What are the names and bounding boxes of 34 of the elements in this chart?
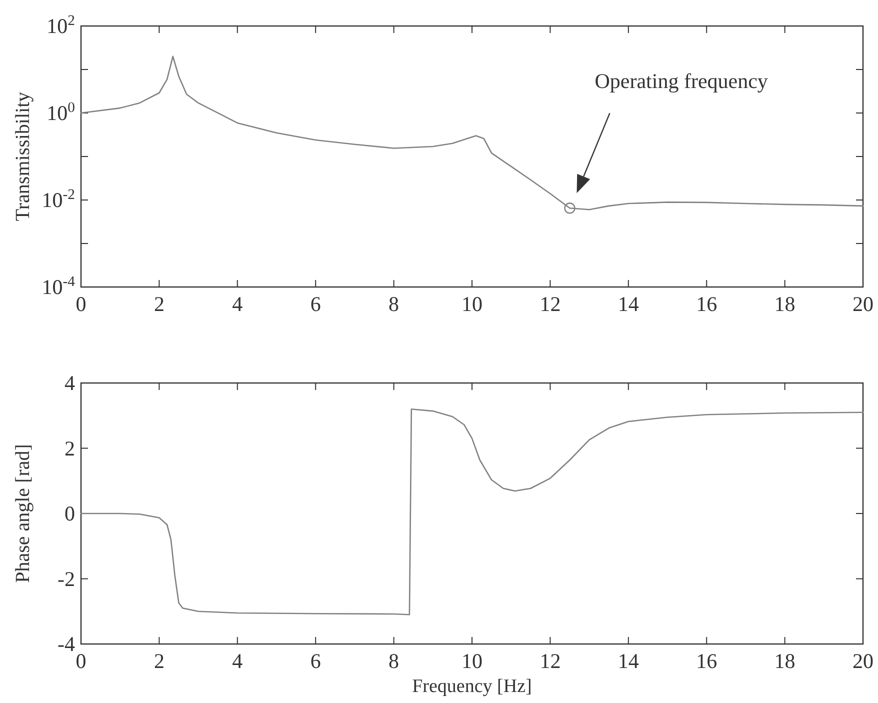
x-tick-label: 14 <box>618 649 640 673</box>
y-tick-label: 0 <box>64 502 75 526</box>
x-tick-label: 18 <box>774 649 796 673</box>
y-tick-label: 2 <box>64 436 75 460</box>
x-tick-label: 2 <box>154 292 164 316</box>
x-tick-label: 14 <box>618 292 640 316</box>
x-tick-label: 20 <box>852 292 874 316</box>
y-tick-label: 10$^{2}$ <box>46 13 75 38</box>
x-tick-label: 4 <box>232 649 244 673</box>
x-tick-label: 16 <box>696 292 718 316</box>
x-tick-label: 20 <box>852 649 874 673</box>
x-tick-label: 8 <box>388 292 400 316</box>
x-tick-label: 12 <box>540 649 561 673</box>
annotation: Operating frequency <box>594 69 768 94</box>
line-series <box>80 408 864 616</box>
y-tick-label: 10$^{0}$ <box>46 100 75 125</box>
x-tick-label: 18 <box>774 292 796 316</box>
x-tick-label: 6 <box>310 292 321 316</box>
x-tick-label: 16 <box>696 649 718 673</box>
y-tick-label: 10$^{-2}$ <box>42 187 75 212</box>
x-tick-label: 10 <box>462 292 482 316</box>
x-tick-label: 2 <box>154 649 164 673</box>
x-tick-label: 8 <box>388 649 400 673</box>
x-tick-label: 10 <box>462 649 482 673</box>
y-axis-title: Transmissibility <box>12 92 34 222</box>
x-tick-label: 4 <box>232 292 244 316</box>
x-tick-label: 6 <box>310 649 321 673</box>
y-tick-label: -4 <box>58 632 76 656</box>
x-tick-label: 12 <box>540 292 561 316</box>
x-axis-title: Frequency [Hz] <box>412 676 532 697</box>
y-axis-title: Phase angle [rad] <box>12 444 34 583</box>
y-tick-label: -2 <box>58 566 75 591</box>
y-tick-label: 10$^{-4}$ <box>42 274 76 299</box>
y-tick-label: 4 <box>64 371 76 395</box>
